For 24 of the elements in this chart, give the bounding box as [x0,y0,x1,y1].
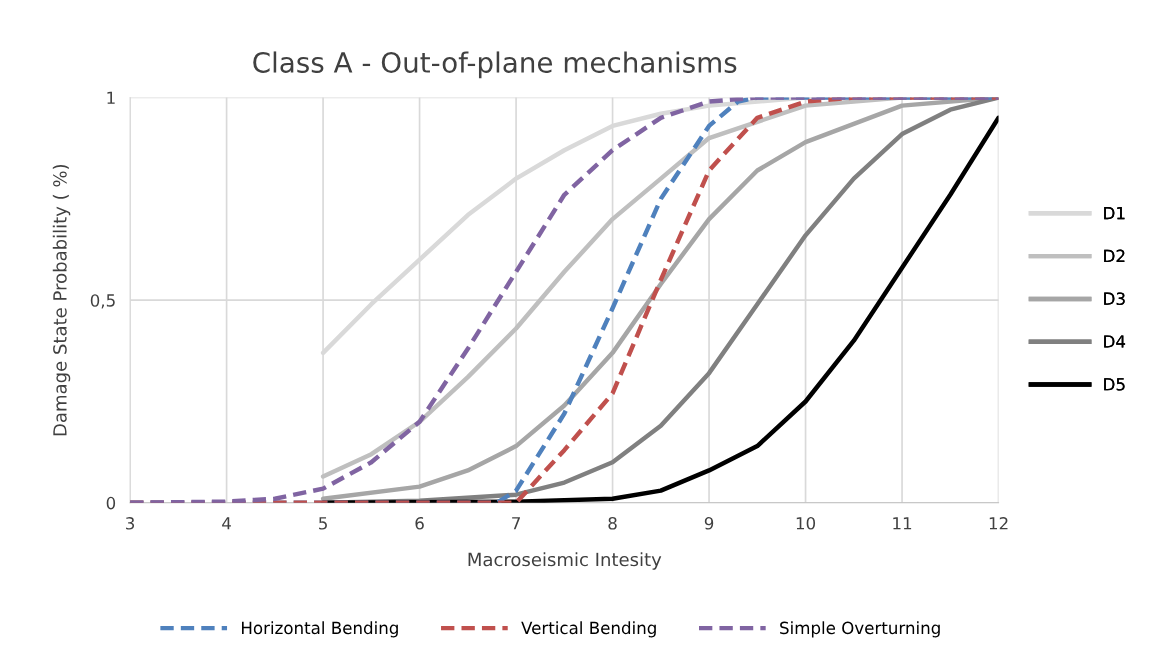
y-tick-label: 1 [107,91,115,104]
x-tick-label: 6 [415,517,424,530]
chart-title: Class A - Out-of-plane mechanisms [253,51,737,79]
y-tick-label: 0 [106,496,116,510]
legend-label: D4 [1104,335,1126,348]
x-tick-label: 11 [893,517,912,530]
legend-label: D5 [1104,378,1125,391]
legend-label: Simple Overturning [780,621,940,638]
x-tick-label: 7 [512,517,520,530]
legend-label: D2 [1104,249,1125,262]
x-tick-label: 5 [319,517,327,530]
legend-label: Horizontal Bending [242,621,398,638]
x-tick-label: 8 [608,517,617,530]
legend-label: Vertical Bending [521,621,656,638]
legend-label: D3 [1104,292,1125,306]
x-tick-label: 4 [222,517,231,530]
x-tick-label: 3 [126,517,135,530]
x-tick-label: 12 [989,517,1008,530]
legend-label: D1 [1104,207,1125,220]
y-tick-label: 0,5 [90,294,115,309]
y-axis-title: Damage State Probability ( %) [52,164,71,436]
x-tick-label: 9 [704,517,714,530]
x-tick-label: 10 [796,517,816,530]
x-axis-title: Macroseismic Intesity [468,552,662,570]
